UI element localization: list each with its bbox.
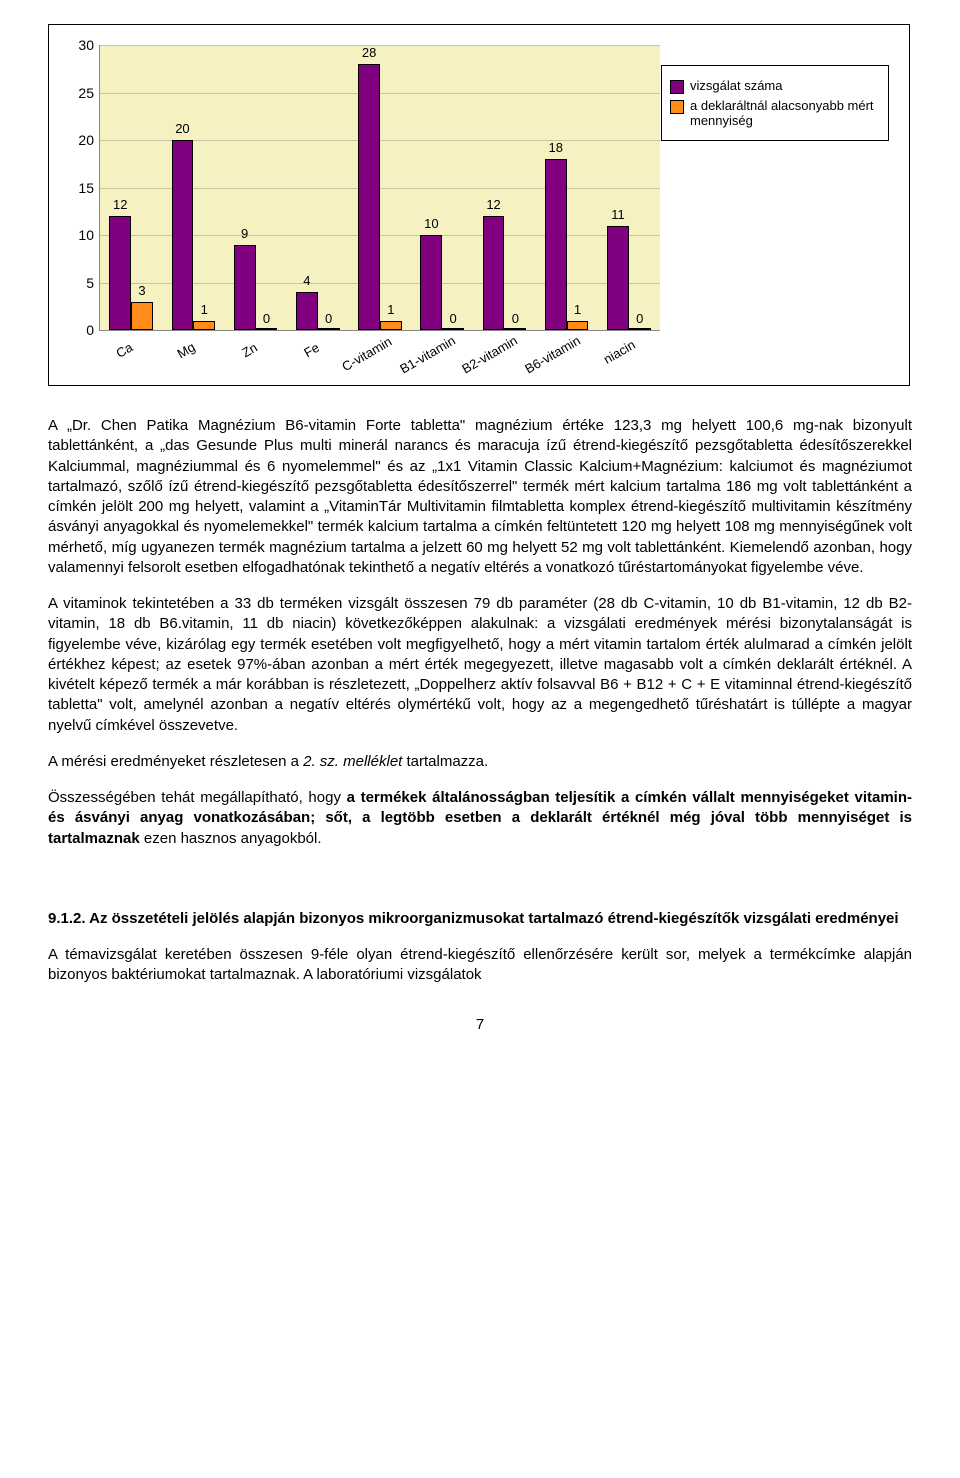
- chart-bar: [318, 328, 340, 330]
- chart-bar: [358, 64, 380, 330]
- chart-bar: [483, 216, 505, 330]
- chart-bar: [296, 292, 318, 330]
- bar-value-label: 10: [424, 216, 438, 231]
- bar-value-label: 9: [241, 226, 248, 241]
- x-axis-label: B1-vitamin: [397, 333, 458, 377]
- chart-bar: [172, 140, 194, 330]
- y-axis-tick: 0: [70, 322, 94, 338]
- chart-legend: vizsgálat száma a deklaráltnál alacsonya…: [661, 65, 889, 141]
- page-number: 7: [48, 1016, 912, 1033]
- text-run: tartalmazza.: [402, 753, 488, 770]
- legend-item: a deklaráltnál alacsonyabb mért mennyisé…: [670, 98, 880, 128]
- paragraph: A „Dr. Chen Patika Magnézium B6-vitamin …: [48, 416, 912, 578]
- chart-bar: [256, 328, 278, 330]
- y-axis-tick: 15: [70, 180, 94, 196]
- chart-bar: [380, 321, 402, 331]
- legend-swatch: [670, 80, 684, 94]
- x-axis-label: C-vitamin: [339, 334, 394, 374]
- paragraph: A mérési eredményeket részletesen a 2. s…: [48, 752, 912, 772]
- chart-bar: [567, 321, 589, 331]
- x-axis-label: Mg: [175, 339, 198, 361]
- text-italic: 2. sz. melléklet: [303, 753, 402, 770]
- bar-value-label: 0: [449, 311, 456, 326]
- text-run: ezen hasznos anyagokból.: [140, 830, 322, 847]
- paragraph: A témavizsgálat keretében összesen 9-fél…: [48, 945, 912, 986]
- x-axis-label: B2-vitamin: [460, 333, 521, 377]
- bar-value-label: 1: [574, 302, 581, 317]
- chart-bar: [109, 216, 131, 330]
- paragraph: Összességében tehát megállapítható, hogy…: [48, 788, 912, 849]
- chart-bar: [193, 321, 215, 331]
- chart-bar: [420, 235, 442, 330]
- bar-value-label: 1: [387, 302, 394, 317]
- chart-bar: [607, 226, 629, 331]
- bar-value-label: 20: [175, 121, 189, 136]
- y-axis-tick: 10: [70, 227, 94, 243]
- bar-value-label: 18: [549, 140, 563, 155]
- x-axis-label: Fe: [301, 340, 322, 361]
- bar-value-label: 3: [138, 283, 145, 298]
- chart-bar: [131, 302, 153, 331]
- x-axis-label: Ca: [114, 340, 136, 361]
- bar-value-label: 12: [486, 197, 500, 212]
- bar-value-label: 4: [303, 273, 310, 288]
- bar-value-label: 12: [113, 197, 127, 212]
- heading-text: Az összetételi jelölés alapján bizonyos …: [86, 910, 899, 927]
- chart-bar: [442, 328, 464, 330]
- text-run: A mérési eredményeket részletesen a: [48, 753, 303, 770]
- y-axis-tick: 25: [70, 85, 94, 101]
- heading-number: 9.1.2.: [48, 910, 86, 927]
- section-heading: 9.1.2. Az összetételi jelölés alapján bi…: [48, 909, 912, 929]
- chart-bar: [545, 159, 567, 330]
- legend-label: a deklaráltnál alacsonyabb mért mennyisé…: [690, 98, 880, 128]
- bar-value-label: 28: [362, 45, 376, 60]
- chart-bar: [504, 328, 526, 330]
- legend-item: vizsgálat száma: [670, 78, 880, 94]
- bar-value-label: 0: [636, 311, 643, 326]
- y-axis-tick: 30: [70, 37, 94, 53]
- paragraph: A vitaminok tekintetében a 33 db terméke…: [48, 594, 912, 736]
- legend-label: vizsgálat száma: [690, 78, 782, 93]
- chart-bar: [629, 328, 651, 330]
- y-axis-tick: 5: [70, 275, 94, 291]
- bar-value-label: 1: [201, 302, 208, 317]
- chart-bar: [234, 245, 256, 331]
- x-axis-label: niacin: [601, 337, 638, 367]
- bar-value-label: 0: [325, 311, 332, 326]
- bar-value-label: 0: [263, 311, 270, 326]
- y-axis-tick: 20: [70, 132, 94, 148]
- x-axis-label: Zn: [239, 340, 260, 361]
- x-axis-label: B6-vitamin: [522, 333, 583, 377]
- bar-chart: 051015202530123Ca201Mg90Zn40Fe281C-vitam…: [48, 24, 910, 386]
- text-run: Összességében tehát megállapítható, hogy: [48, 789, 347, 806]
- bar-value-label: 0: [512, 311, 519, 326]
- bar-value-label: 11: [611, 207, 625, 222]
- legend-swatch: [670, 100, 684, 114]
